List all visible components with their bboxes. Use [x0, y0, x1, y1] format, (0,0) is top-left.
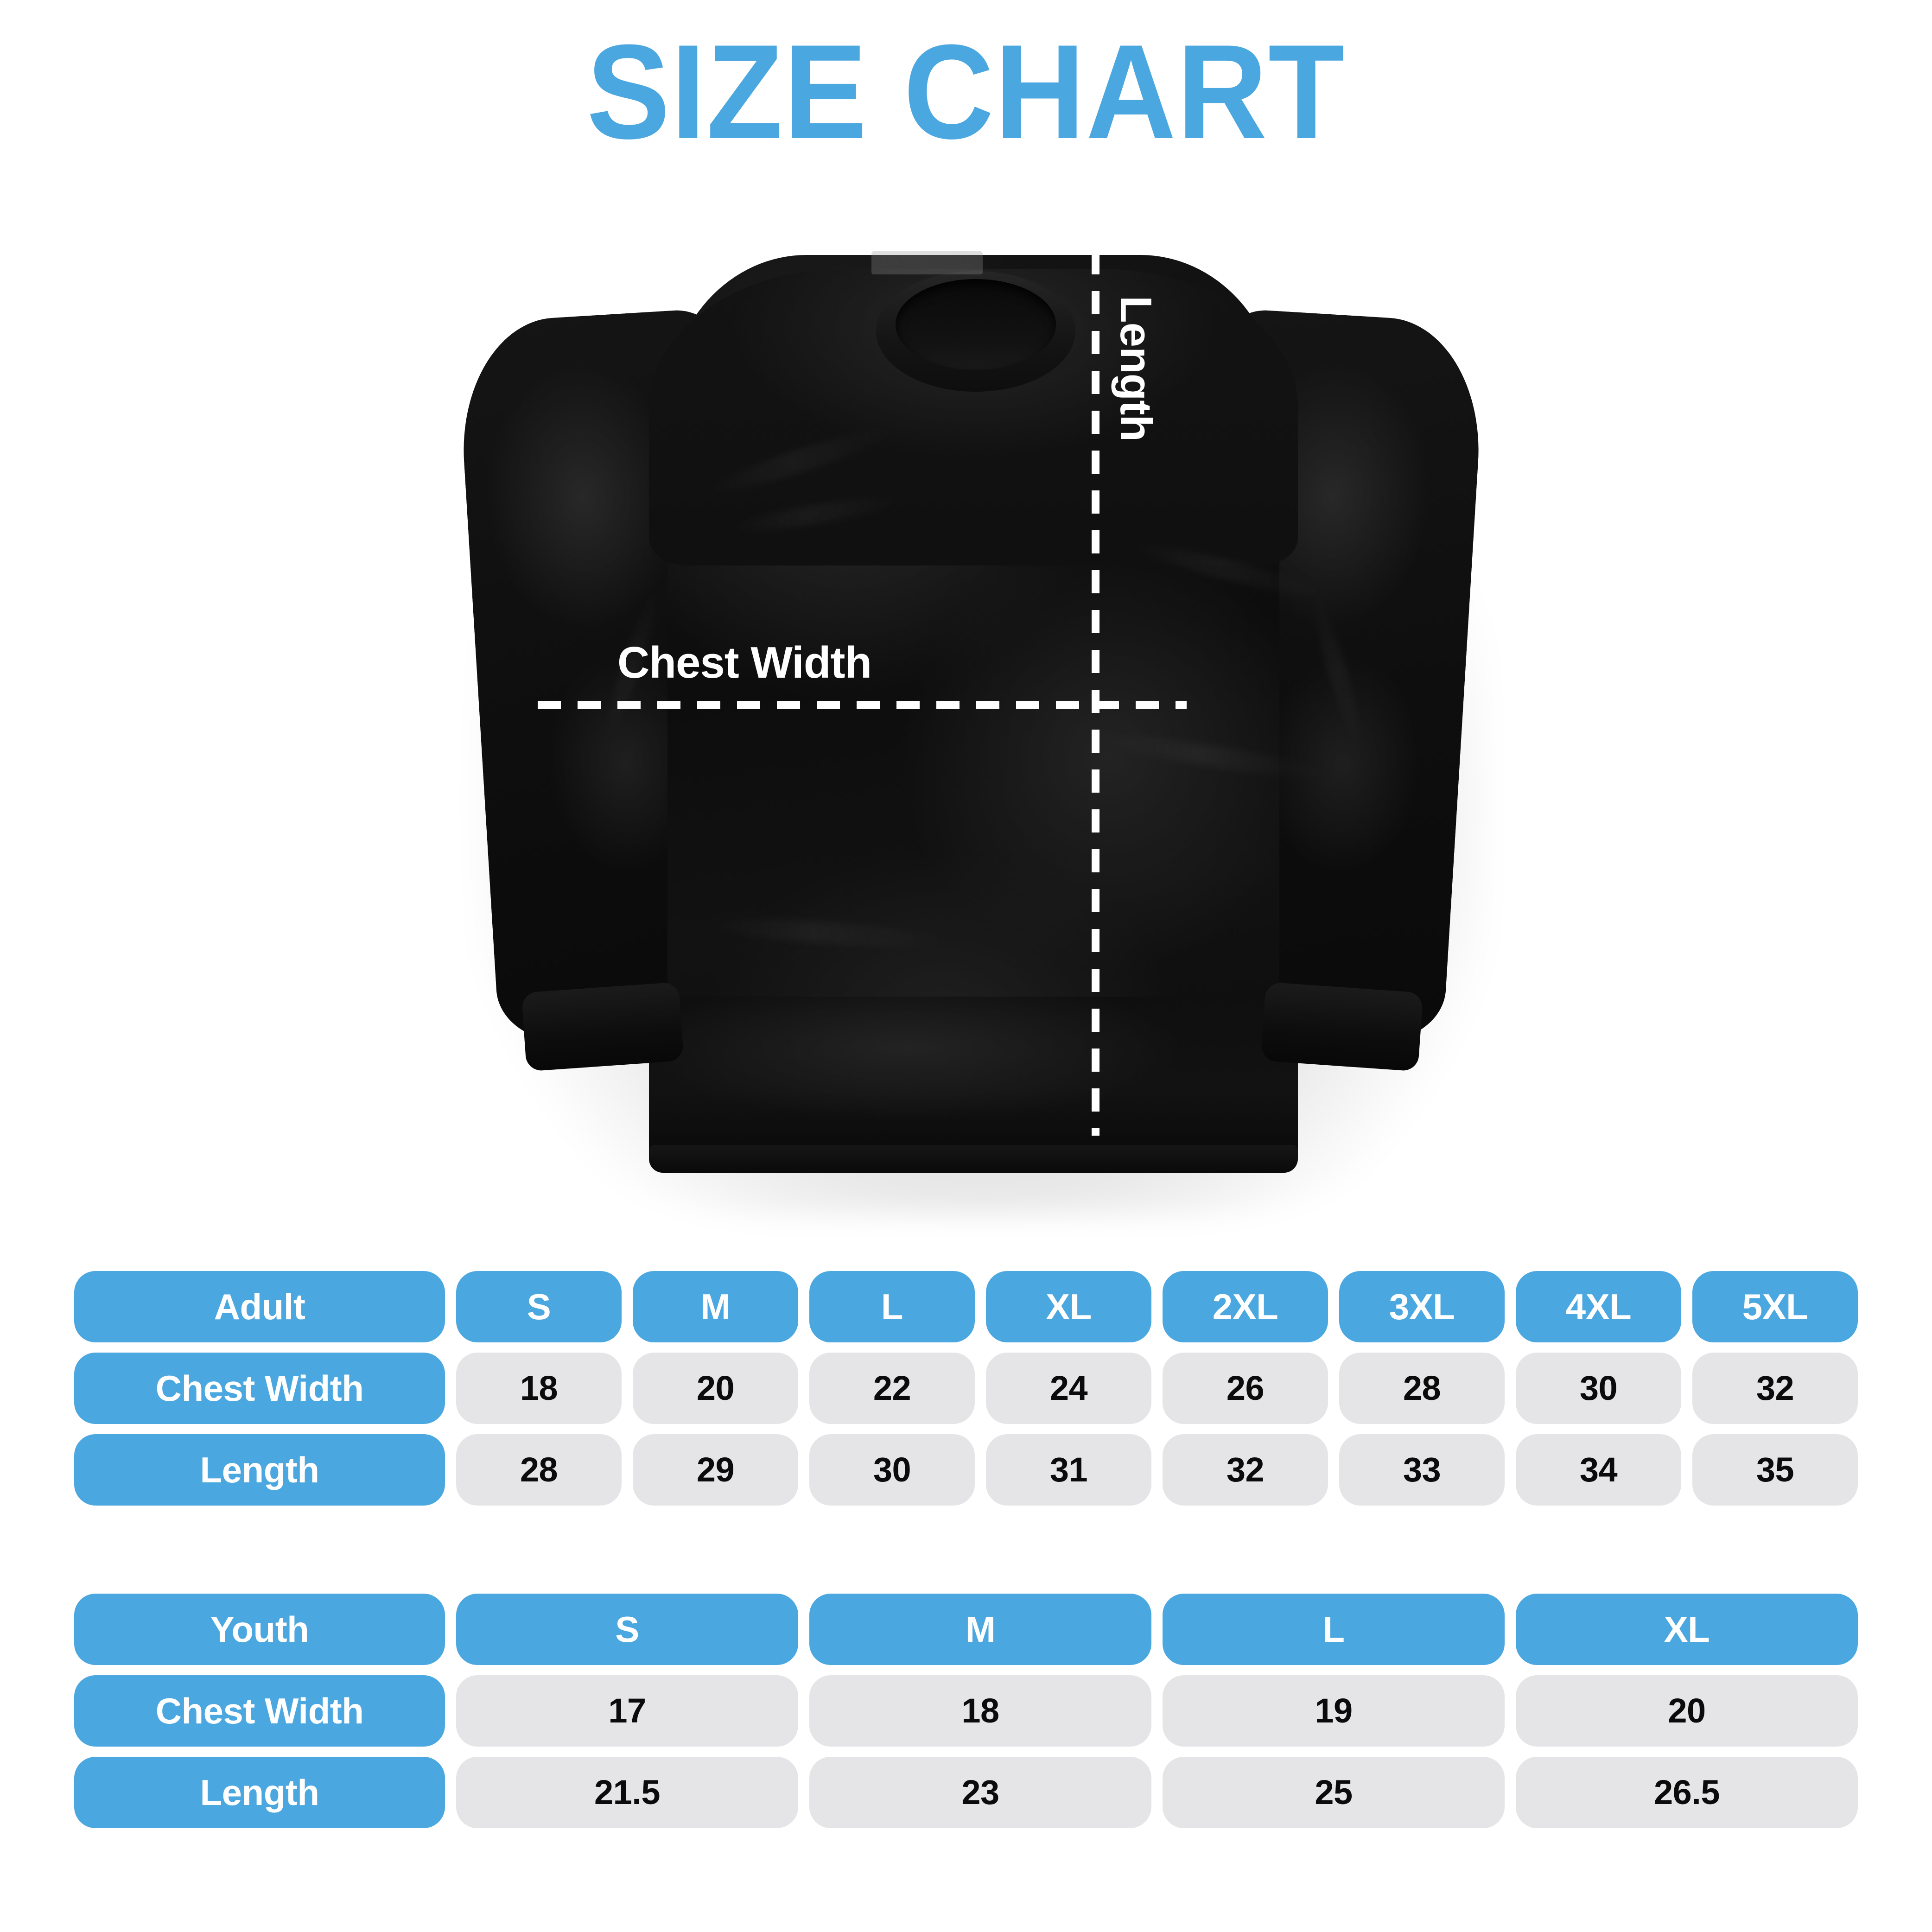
adult-length-xl: 31: [986, 1434, 1151, 1506]
cuff-right: [1260, 982, 1424, 1072]
adult-length-4xl: 34: [1516, 1434, 1681, 1506]
adult-chest-width-xl: 24: [986, 1353, 1151, 1424]
page-title: SIZE CHART: [586, 17, 1346, 167]
brand-neck-tag: DOPESKILL: [871, 251, 983, 274]
adult-length-s: 28: [456, 1434, 622, 1506]
garment-hem: [649, 997, 1298, 1168]
adult-chest-width-4xl: 30: [1516, 1353, 1681, 1424]
adult-size-header-s: S: [456, 1271, 622, 1342]
adult-length-m: 29: [633, 1434, 798, 1506]
adult-length-2xl: 32: [1163, 1434, 1328, 1506]
adult-size-header-xl: XL: [986, 1271, 1151, 1342]
adult-chest-width-m: 20: [633, 1353, 798, 1424]
adult-size-header-4xl: 4XL: [1516, 1271, 1681, 1342]
youth-header-row: Youth S M L XL: [74, 1594, 1858, 1665]
youth-chest-width-s: 17: [456, 1675, 798, 1747]
youth-size-header-m: M: [809, 1594, 1151, 1665]
adult-header-row: Adult S M L XL 2XL 3XL 4XL 5XL: [74, 1271, 1858, 1342]
youth-size-header-xl: XL: [1516, 1594, 1858, 1665]
adult-length-l: 30: [809, 1434, 975, 1506]
youth-chest-width-label: Chest Width: [74, 1675, 445, 1747]
adult-size-header-m: M: [633, 1271, 798, 1342]
adult-chest-width-3xl: 28: [1339, 1353, 1505, 1424]
youth-length-label: Length: [74, 1757, 445, 1828]
adult-length-3xl: 33: [1339, 1434, 1505, 1506]
adult-chest-width-5xl: 32: [1692, 1353, 1858, 1424]
adult-length-label: Length: [74, 1434, 445, 1506]
adult-length-row: Length 28 29 30 31 32 33 34 35: [74, 1434, 1858, 1506]
adult-size-header-2xl: 2XL: [1163, 1271, 1328, 1342]
adult-size-header-3xl: 3XL: [1339, 1271, 1505, 1342]
youth-length-s: 21.5: [456, 1757, 798, 1828]
adult-chest-width-row: Chest Width 18 20 22 24 26 28 30 32: [74, 1353, 1858, 1424]
youth-length-row: Length 21.5 23 25 26.5: [74, 1757, 1858, 1828]
chest-width-guide-line: [538, 701, 1187, 709]
adult-chest-width-s: 18: [456, 1353, 622, 1424]
adult-size-table: Adult S M L XL 2XL 3XL 4XL 5XL Chest Wid…: [74, 1271, 1858, 1506]
youth-length-l: 25: [1163, 1757, 1505, 1828]
chest-width-label: Chest Width: [617, 638, 872, 687]
youth-size-header-l: L: [1163, 1594, 1505, 1665]
garment-hem-edge: [649, 1145, 1298, 1173]
adult-size-header-l: L: [809, 1271, 975, 1342]
adult-chest-width-l: 22: [809, 1353, 975, 1424]
youth-length-m: 23: [809, 1757, 1151, 1828]
brand-neck-tag-text: DOPESKILL: [879, 254, 975, 271]
garment-illustration: DOPESKILL Chest Width Length: [408, 172, 1534, 1233]
youth-chest-width-l: 19: [1163, 1675, 1505, 1747]
adult-size-header-5xl: 5XL: [1692, 1271, 1858, 1342]
youth-size-header-s: S: [456, 1594, 798, 1665]
youth-chest-width-m: 18: [809, 1675, 1151, 1747]
youth-length-xl: 26.5: [1516, 1757, 1858, 1828]
youth-chest-width-xl: 20: [1516, 1675, 1858, 1747]
length-label: Length: [1111, 296, 1161, 441]
adult-length-5xl: 35: [1692, 1434, 1858, 1506]
length-guide-line: [1092, 172, 1099, 1136]
youth-table-title: Youth: [74, 1594, 445, 1665]
youth-size-table: Youth S M L XL Chest Width 17 18 19 20 L…: [74, 1594, 1858, 1828]
collar-opening: [896, 279, 1056, 370]
adult-chest-width-2xl: 26: [1163, 1353, 1328, 1424]
youth-chest-width-row: Chest Width 17 18 19 20: [74, 1675, 1858, 1747]
adult-chest-width-label: Chest Width: [74, 1353, 445, 1424]
adult-table-title: Adult: [74, 1271, 445, 1342]
cuff-left: [521, 982, 684, 1072]
